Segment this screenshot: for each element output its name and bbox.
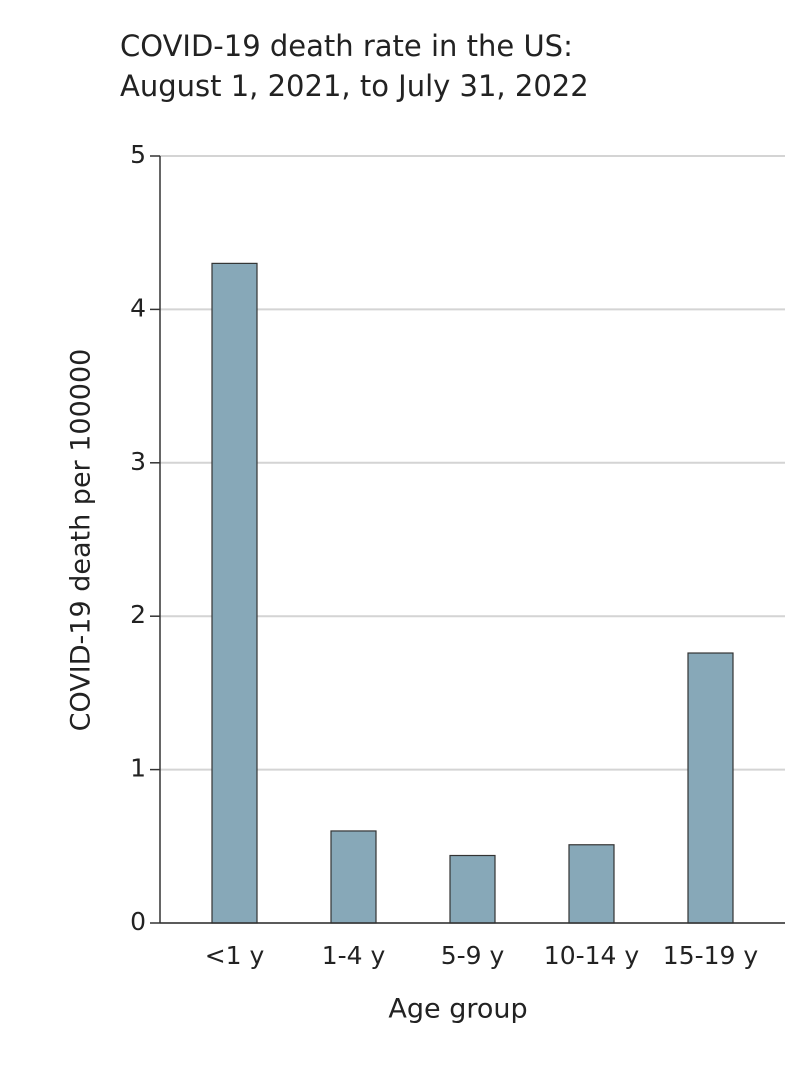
y-tick-label: 0 [130,907,146,936]
x-tick-label: 10-14 y [544,941,640,970]
bar [211,262,258,924]
bar [449,854,496,924]
x-tick-label: 5-9 y [441,941,505,970]
y-axis-label: COVID-19 death per 100000 [66,349,97,732]
y-tick-label: 3 [130,447,146,476]
x-axis-label: Age group [388,994,527,1025]
y-tick-label: 1 [130,754,146,783]
bar [568,844,615,924]
y-tick-label: 5 [130,140,146,169]
x-tick-label: 1-4 y [322,941,386,970]
x-tick-label: 15-19 y [663,941,759,970]
bar [330,830,377,924]
x-tick-label: <1 y [205,941,265,970]
chart-subtitle: August 1, 2021, to July 31, 2022 [120,69,589,103]
y-tick-label: 4 [130,293,146,322]
bar [687,652,734,924]
chart-title: COVID-19 death rate in the US: [120,29,573,63]
y-tick-label: 2 [130,600,146,629]
